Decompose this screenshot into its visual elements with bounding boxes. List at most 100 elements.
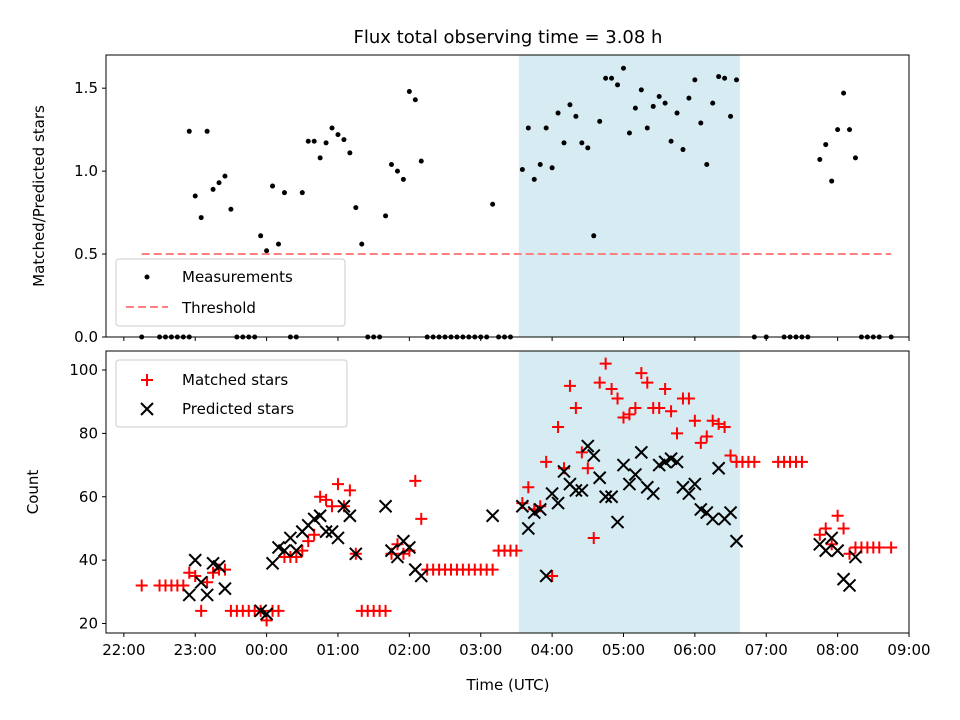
measurement-point-79 (620, 65, 626, 71)
measurement-point-72 (579, 140, 585, 146)
measurement-point-26 (299, 190, 305, 196)
predicted-star-point-64 (706, 512, 720, 526)
measurement-point-111 (847, 127, 853, 133)
matched-star-point-86 (659, 383, 672, 396)
top-x-ticks (123, 337, 910, 341)
measurement-point-29 (317, 155, 323, 161)
predicted-star-point-37 (545, 486, 559, 501)
matched-star-point-31 (331, 478, 344, 491)
measurement-point-92 (698, 120, 704, 126)
measurement-point-73 (585, 145, 591, 151)
bottom-x-tick-label-11: 09:00 (887, 641, 930, 659)
predicted-star-point-47 (604, 490, 619, 504)
predicted-star-point-61 (688, 477, 702, 491)
measurement-point-78 (615, 82, 621, 88)
predicted-star-point-1 (188, 553, 202, 567)
matched-star-point-72 (575, 446, 588, 459)
measurement-point-46 (418, 158, 424, 164)
predicted-star-point-22 (343, 509, 357, 523)
matched-star-point-107 (813, 528, 826, 541)
matched-star-point-77 (605, 383, 618, 396)
measurement-point-107 (823, 142, 829, 148)
measurement-point-112 (852, 155, 858, 161)
predicted-star-point-58 (670, 455, 684, 469)
predicted-star-point-13 (289, 543, 304, 558)
predicted-star-point-52 (634, 445, 649, 460)
matched-star-point-75 (593, 376, 606, 389)
bottom-x-tick-label-10: 08:00 (816, 641, 859, 659)
matched-star-point-101 (748, 455, 761, 468)
matched-star-point-21 (272, 604, 285, 617)
top-y-tick-label-0: 0.0 (74, 328, 98, 346)
matched-star-point-70 (563, 379, 576, 392)
measurement-point-91 (692, 77, 698, 83)
predicted-star-point-8 (259, 607, 274, 621)
measurement-point-88 (674, 110, 680, 116)
measurement-point-31 (329, 125, 335, 131)
predicted-star-point-28 (402, 540, 417, 555)
predicted-star-point-0 (182, 588, 196, 602)
predicted-star-point-68 (729, 534, 744, 548)
predicted-star-point-45 (592, 471, 607, 485)
bottom-series-layer (135, 357, 898, 627)
measurement-point-96 (722, 75, 728, 81)
measurement-point-12 (216, 180, 222, 186)
predicted-star-point-74 (842, 578, 857, 593)
predicted-star-point-46 (598, 490, 613, 504)
top-chart: 0.0 0.5 1.0 1.5 Matched/Predicted stars Mea… (30, 54, 910, 346)
matched-star-point-78 (611, 392, 624, 405)
predicted-star-point-30 (414, 569, 428, 583)
predicted-star-point-38 (551, 496, 565, 510)
matched-star-point-91 (688, 414, 701, 427)
predicted-star-point-9 (265, 556, 280, 570)
bottom-y-tick-label-2: 60 (79, 488, 98, 506)
bottom-legend-box (115, 359, 348, 428)
predicted-star-point-49 (616, 458, 631, 472)
bottom-chart: 22:00 23:00 00:00 01:00 02:00 03:00 04:00 05:00… (24, 350, 931, 694)
measurement-point-44 (406, 88, 412, 94)
predicted-star-point-39 (557, 464, 571, 479)
measurement-point-22 (275, 241, 281, 247)
measurement-point-74 (591, 233, 597, 239)
measurement-point-65 (537, 161, 543, 167)
measurement-point-9 (198, 215, 204, 221)
matched-star-point-67 (546, 569, 559, 582)
bottom-y-tick-label-4: 100 (69, 361, 98, 379)
predicted-star-point-54 (646, 486, 660, 501)
bottom-x-tick-label-0: 22:00 (102, 641, 145, 659)
matched-star-point-8 (195, 604, 208, 617)
measurement-point-21 (270, 183, 276, 189)
predicted-star-point-75 (848, 550, 863, 564)
measurement-point-68 (555, 110, 561, 116)
matched-star-point-61 (510, 544, 523, 557)
measurement-point-7 (186, 128, 192, 134)
measurement-point-89 (680, 147, 686, 153)
predicted-star-point-33 (521, 521, 536, 536)
matched-star-point-93 (700, 430, 713, 443)
measurement-point-42 (394, 168, 400, 174)
matched-star-point-85 (653, 402, 666, 415)
measurement-point-86 (662, 100, 668, 106)
matched-star-point-118 (885, 541, 898, 554)
predicted-star-point-2 (194, 575, 208, 590)
predicted-star-point-44 (587, 448, 601, 463)
predicted-star-point-5 (212, 559, 226, 574)
measurement-point-98 (734, 77, 740, 83)
legend-measurements-label: Measurements (182, 268, 293, 286)
bottom-x-tick-label-7: 05:00 (602, 641, 645, 659)
measurement-point-69 (561, 140, 567, 146)
matched-star-point-30 (326, 500, 339, 513)
legend-measurements-marker (144, 274, 150, 280)
predicted-star-point-31 (485, 509, 500, 523)
top-legend-box (115, 258, 346, 327)
measurement-point-77 (609, 75, 615, 81)
legend-predicted-marker (140, 402, 154, 416)
measurement-point-97 (728, 113, 734, 119)
top-chart-title: Flux total observing time = 3.08 h (354, 27, 663, 48)
measurement-point-81 (632, 105, 638, 111)
measurement-point-58 (490, 201, 496, 207)
measurement-point-76 (603, 75, 609, 81)
bottom-plot-frame (105, 350, 910, 634)
measurement-point-43 (400, 176, 406, 182)
measurement-point-84 (650, 103, 656, 109)
